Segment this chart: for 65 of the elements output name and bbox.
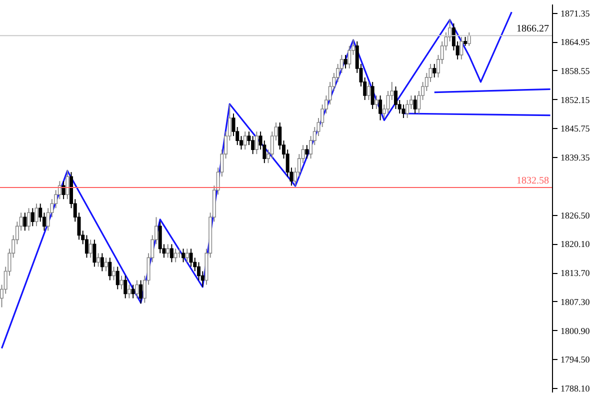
line-series xyxy=(0,11,512,350)
y-tick-label: 1807.30 xyxy=(560,296,590,307)
candlestick xyxy=(124,275,128,299)
candlestick xyxy=(23,212,27,232)
candlestick xyxy=(251,136,255,155)
candlestick xyxy=(127,284,131,299)
candlestick xyxy=(348,45,352,69)
candlestick xyxy=(84,234,88,258)
y-tick-label: 1839.35 xyxy=(560,152,590,162)
candlestick xyxy=(247,131,251,146)
y-tick-label: 1794.50 xyxy=(560,354,590,365)
candlestick xyxy=(243,131,247,150)
candlestick xyxy=(112,266,116,281)
candlestick xyxy=(88,239,92,258)
candlestick xyxy=(417,90,421,114)
candlestick xyxy=(378,94,382,121)
ref-line-label: 1832.58 xyxy=(516,176,549,186)
candlestick xyxy=(185,248,189,263)
candlestick xyxy=(92,239,96,268)
candlestick xyxy=(66,169,70,200)
candlestick xyxy=(464,36,468,46)
candlestick xyxy=(62,180,66,200)
candlestick xyxy=(166,244,170,258)
candlestick xyxy=(460,36,464,60)
candlestick xyxy=(30,208,34,227)
candlestick xyxy=(135,280,139,299)
y-tick-label: 1852.15 xyxy=(560,94,590,105)
candlestick xyxy=(27,208,31,232)
y-tick-label: 1858.55 xyxy=(560,66,590,76)
y-tick-label: 1800.90 xyxy=(560,326,590,336)
y-tick-label: 1871.35 xyxy=(560,8,590,18)
candlestick xyxy=(174,248,178,263)
ref-line-label: 1866.27 xyxy=(516,24,549,35)
candlestick xyxy=(104,257,108,272)
candlestick xyxy=(139,280,143,304)
candlestick xyxy=(394,86,398,110)
candlestick xyxy=(189,248,193,268)
candlestick xyxy=(467,32,471,46)
candlestick xyxy=(413,94,417,114)
y-tick-label: 1826.50 xyxy=(560,210,590,220)
y-tick-label: 1845.75 xyxy=(560,124,590,134)
candlestick xyxy=(158,221,162,254)
candlestick xyxy=(120,275,124,290)
candlestick xyxy=(34,203,38,227)
candlestick xyxy=(100,252,104,272)
candlestick xyxy=(131,284,135,299)
candlestick xyxy=(406,99,410,119)
y-tick-label: 1788.10 xyxy=(560,383,590,394)
candlestick xyxy=(200,270,204,288)
candlestick xyxy=(344,54,348,69)
y-tick-label: 1813.70 xyxy=(560,268,590,278)
candlestick xyxy=(402,104,406,119)
candlestick xyxy=(254,131,258,155)
candlestick xyxy=(370,81,374,110)
candlestick xyxy=(96,252,100,268)
y-tick-label: 1820.10 xyxy=(560,239,590,250)
candlestick xyxy=(366,81,370,100)
candlestick xyxy=(432,63,436,78)
candlestick xyxy=(305,144,309,160)
candlestick xyxy=(108,257,112,281)
candlestick xyxy=(170,244,174,263)
candlestick xyxy=(374,94,378,110)
candlestick xyxy=(182,248,186,263)
y-tick-label: 1864.95 xyxy=(560,37,590,48)
candlestick xyxy=(116,266,120,290)
